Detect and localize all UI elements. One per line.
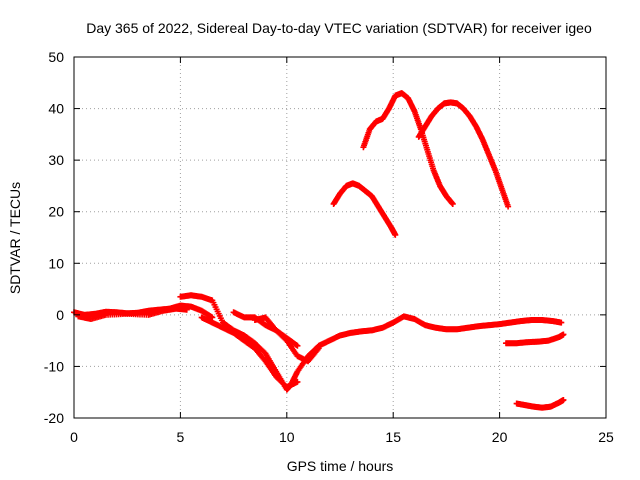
series-s9 [415, 99, 512, 210]
y-tick-label: 50 [48, 49, 64, 65]
x-tick-label: 10 [279, 429, 295, 445]
data-point [392, 231, 399, 238]
y-tick-label: 20 [48, 204, 64, 220]
data-point [294, 342, 301, 349]
x-tick-label: 5 [177, 429, 185, 445]
x-axis-label: GPS time / hours [287, 458, 394, 474]
data-point [505, 203, 512, 210]
series-s10 [502, 331, 567, 347]
series-s7 [330, 180, 399, 238]
data-point [449, 200, 456, 207]
x-tick-label: 25 [598, 429, 614, 445]
y-tick-label: 10 [48, 255, 64, 271]
data-point [209, 314, 216, 321]
grid [74, 57, 606, 418]
x-tick-label: 20 [492, 429, 508, 445]
x-axis: 0 5 10 15 20 25 [70, 57, 614, 445]
data-point [183, 306, 190, 313]
y-tick-label: -10 [44, 358, 64, 374]
data-point [558, 319, 565, 326]
series-s4 [198, 314, 301, 391]
y-axis: -20 -10 0 10 20 30 40 50 [44, 49, 606, 426]
y-tick-label: -20 [44, 410, 64, 426]
plot-frame [73, 56, 607, 419]
series-s2 [75, 305, 190, 322]
data-point [560, 396, 567, 403]
data-point [560, 331, 567, 338]
x-tick-label: 0 [70, 429, 78, 445]
y-axis-label: SDTVAR / TECUs [7, 182, 23, 294]
data-point [294, 378, 301, 385]
data-points [71, 90, 567, 411]
series-s8 [360, 90, 456, 207]
y-tick-label: 0 [56, 307, 64, 323]
y-tick-label: 40 [48, 101, 64, 117]
y-tick-label: 30 [48, 152, 64, 168]
series-s11 [513, 396, 567, 411]
x-tick-label: 15 [385, 429, 401, 445]
data-point [315, 345, 322, 352]
chart-title: Day 365 of 2022, Sidereal Day-to-day VTE… [86, 20, 592, 36]
series-s6 [251, 314, 322, 365]
